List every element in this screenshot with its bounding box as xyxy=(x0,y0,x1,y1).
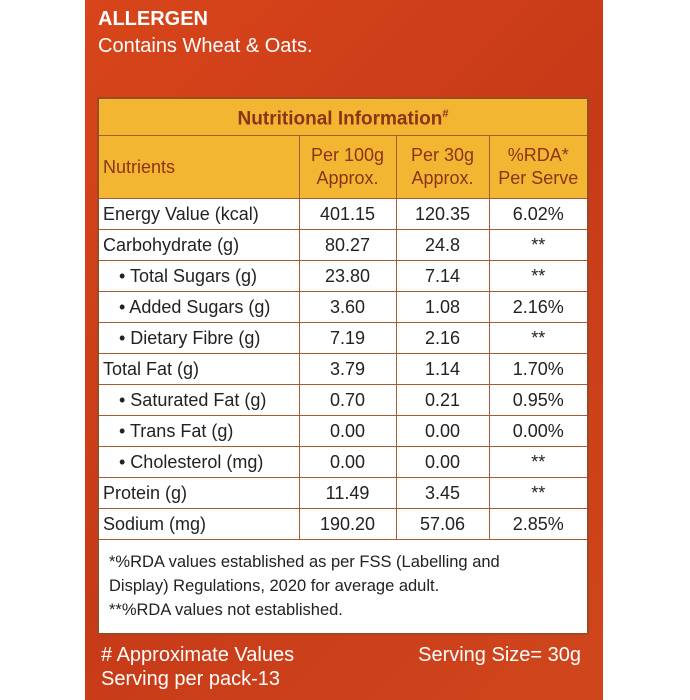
table-row: • Trans Fat (g) 0.00 0.00 0.00% xyxy=(99,415,587,447)
footnote: *%RDA values established as per FSS (Lab… xyxy=(99,540,587,632)
table-row: • Added Sugars (g) 3.60 1.08 2.16% xyxy=(99,291,587,323)
label-panel: ALLERGEN Contains Wheat & Oats. Nutritio… xyxy=(85,0,603,700)
allergen-text: Contains Wheat & Oats. xyxy=(98,35,313,57)
table-row: • Dietary Fibre (g) 7.19 2.16 ** xyxy=(99,322,587,354)
nutrient-value: 6.02% xyxy=(488,198,587,230)
title-mark: # xyxy=(442,108,449,121)
nutrient-value: 24.8 xyxy=(395,229,490,261)
footer-approx: # Approximate Values xyxy=(101,644,295,666)
nutrient-name: • Total Sugars (g) xyxy=(99,260,300,292)
footer-serving-size: Serving Size= 30g xyxy=(418,644,581,666)
nutrient-value: 7.19 xyxy=(298,322,397,354)
nutrient-value: 0.00 xyxy=(395,415,490,447)
column-header: Per 30g Approx. xyxy=(395,135,490,199)
nutrient-value: 7.14 xyxy=(395,260,490,292)
nutrient-name: Protein (g) xyxy=(99,477,300,509)
column-header: %RDA* Per Serve xyxy=(488,135,587,199)
table-title: Nutritional Information# xyxy=(99,99,587,136)
footnote-line: *%RDA values established as per FSS (Lab… xyxy=(109,553,500,571)
footnote-line: **%RDA values not established. xyxy=(109,601,343,619)
nutrient-value: 0.95% xyxy=(488,384,587,416)
nutrient-value: 401.15 xyxy=(298,198,397,230)
column-header: Per 100g Approx. xyxy=(298,135,397,199)
table-row: Total Fat (g) 3.79 1.14 1.70% xyxy=(99,353,587,385)
footnote-line: Display) Regulations, 2020 for average a… xyxy=(109,577,440,595)
nutrient-name: • Trans Fat (g) xyxy=(99,415,300,447)
nutrient-value: 0.00% xyxy=(488,415,587,447)
table-title-text: Nutritional Information xyxy=(237,108,443,130)
nutrient-value: 1.70% xyxy=(488,353,587,385)
nutrient-name: • Added Sugars (g) xyxy=(99,291,300,323)
nutrition-table: Nutritional Information# Nutrients Per 10… xyxy=(99,99,587,540)
nutrient-value: 2.16 xyxy=(395,322,490,354)
table-row: Protein (g) 11.49 3.45 ** xyxy=(99,477,587,509)
nutrient-value: ** xyxy=(488,477,587,509)
table-row: Carbohydrate (g) 80.27 24.8 ** xyxy=(99,229,587,261)
nutrient-name: • Dietary Fibre (g) xyxy=(99,322,300,354)
header-row: Nutrients Per 100g Approx. Per 30g Approx.… xyxy=(99,135,587,199)
nutrient-value: 0.00 xyxy=(395,446,490,478)
nutrient-value: ** xyxy=(488,446,587,478)
nutrient-value: 23.80 xyxy=(298,260,397,292)
title-row: Nutritional Information# xyxy=(99,99,587,136)
footer-servings: Serving per pack-13 xyxy=(101,668,280,690)
allergen-title: ALLERGEN xyxy=(98,8,208,30)
table-row: Sodium (mg) 190.20 57.06 2.85% xyxy=(99,508,587,540)
table-row: Energy Value (kcal) 401.15 120.35 6.02% xyxy=(99,198,587,230)
nutrient-value: 2.85% xyxy=(488,508,587,540)
nutrient-value: ** xyxy=(488,322,587,354)
nutrient-value: 0.00 xyxy=(298,446,397,478)
nutrient-name: Total Fat (g) xyxy=(99,353,300,385)
nutrient-value: 190.20 xyxy=(298,508,397,540)
nutrient-value: 3.79 xyxy=(298,353,397,385)
nutrient-value: 2.16% xyxy=(488,291,587,323)
nutrient-value: 1.14 xyxy=(395,353,490,385)
table-row: • Saturated Fat (g) 0.70 0.21 0.95% xyxy=(99,384,587,416)
nutrient-value: 11.49 xyxy=(298,477,397,509)
nutrient-value: 80.27 xyxy=(298,229,397,261)
table-body: Energy Value (kcal) 401.15 120.35 6.02% Carb… xyxy=(99,198,587,540)
table-row: • Total Sugars (g) 23.80 7.14 ** xyxy=(99,260,587,292)
nutrition-box: Nutritional Information# Nutrients Per 10… xyxy=(97,97,589,635)
nutrient-value: ** xyxy=(488,260,587,292)
nutrient-value: ** xyxy=(488,229,587,261)
nutrient-name: • Saturated Fat (g) xyxy=(99,384,300,416)
nutrient-value: 0.21 xyxy=(395,384,490,416)
nutrient-value: 0.70 xyxy=(298,384,397,416)
nutrient-value: 3.60 xyxy=(298,291,397,323)
nutrient-value: 57.06 xyxy=(395,508,490,540)
nutrient-name: Energy Value (kcal) xyxy=(99,198,300,230)
nutrient-name: Carbohydrate (g) xyxy=(99,229,300,261)
nutrient-value: 120.35 xyxy=(395,198,490,230)
nutrient-value: 1.08 xyxy=(395,291,490,323)
nutrient-name: • Cholesterol (mg) xyxy=(99,446,300,478)
nutrient-name: Sodium (mg) xyxy=(99,508,300,540)
column-header: Nutrients xyxy=(99,135,300,199)
nutrient-value: 3.45 xyxy=(395,477,490,509)
table-row: • Cholesterol (mg) 0.00 0.00 ** xyxy=(99,446,587,478)
nutrient-value: 0.00 xyxy=(298,415,397,447)
